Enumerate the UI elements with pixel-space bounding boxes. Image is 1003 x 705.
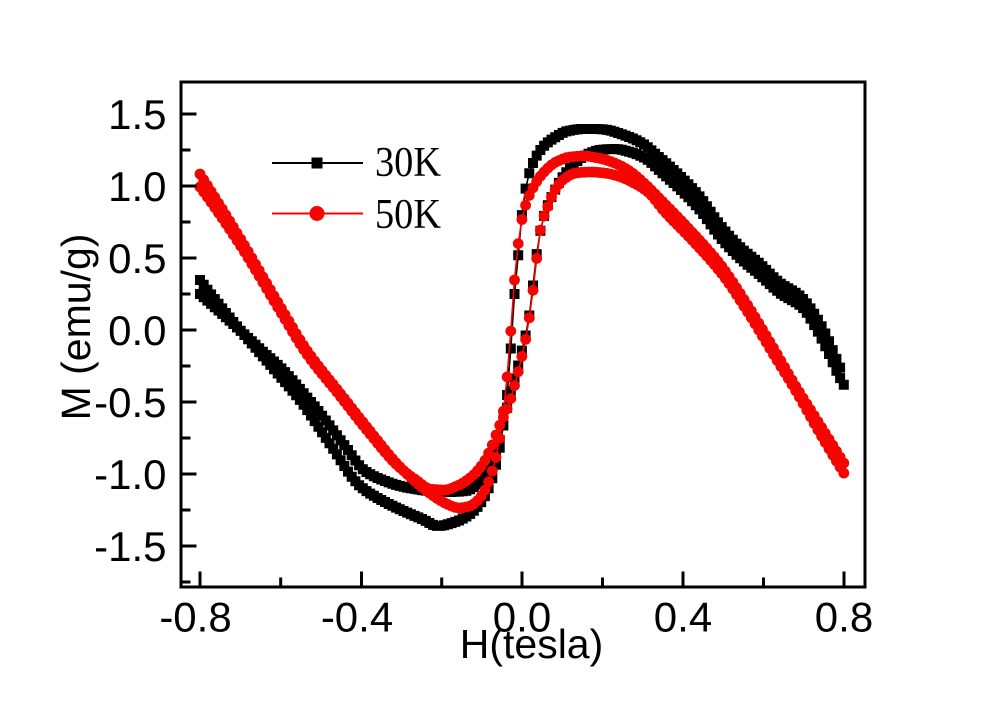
svg-text:-1.0: -1.0 [94, 451, 166, 498]
svg-text:1.0: 1.0 [108, 163, 166, 210]
svg-text:-1.5: -1.5 [94, 523, 166, 570]
svg-text:30K: 30K [375, 140, 441, 186]
svg-text:-0.4: -0.4 [321, 594, 393, 641]
svg-text:H(tesla): H(tesla) [460, 621, 604, 667]
svg-text:1.5: 1.5 [108, 91, 166, 138]
svg-text:-0.8: -0.8 [159, 594, 231, 641]
svg-text:0.0: 0.0 [108, 307, 166, 354]
svg-text:50K: 50K [375, 192, 441, 238]
svg-text:M (emu/g): M (emu/g) [53, 234, 99, 421]
svg-text:0.5: 0.5 [108, 235, 166, 282]
svg-text:0.4: 0.4 [654, 594, 712, 641]
svg-text:0.8: 0.8 [815, 594, 873, 641]
svg-text:0.0: 0.0 [493, 594, 551, 641]
svg-text:-0.5: -0.5 [94, 379, 166, 426]
